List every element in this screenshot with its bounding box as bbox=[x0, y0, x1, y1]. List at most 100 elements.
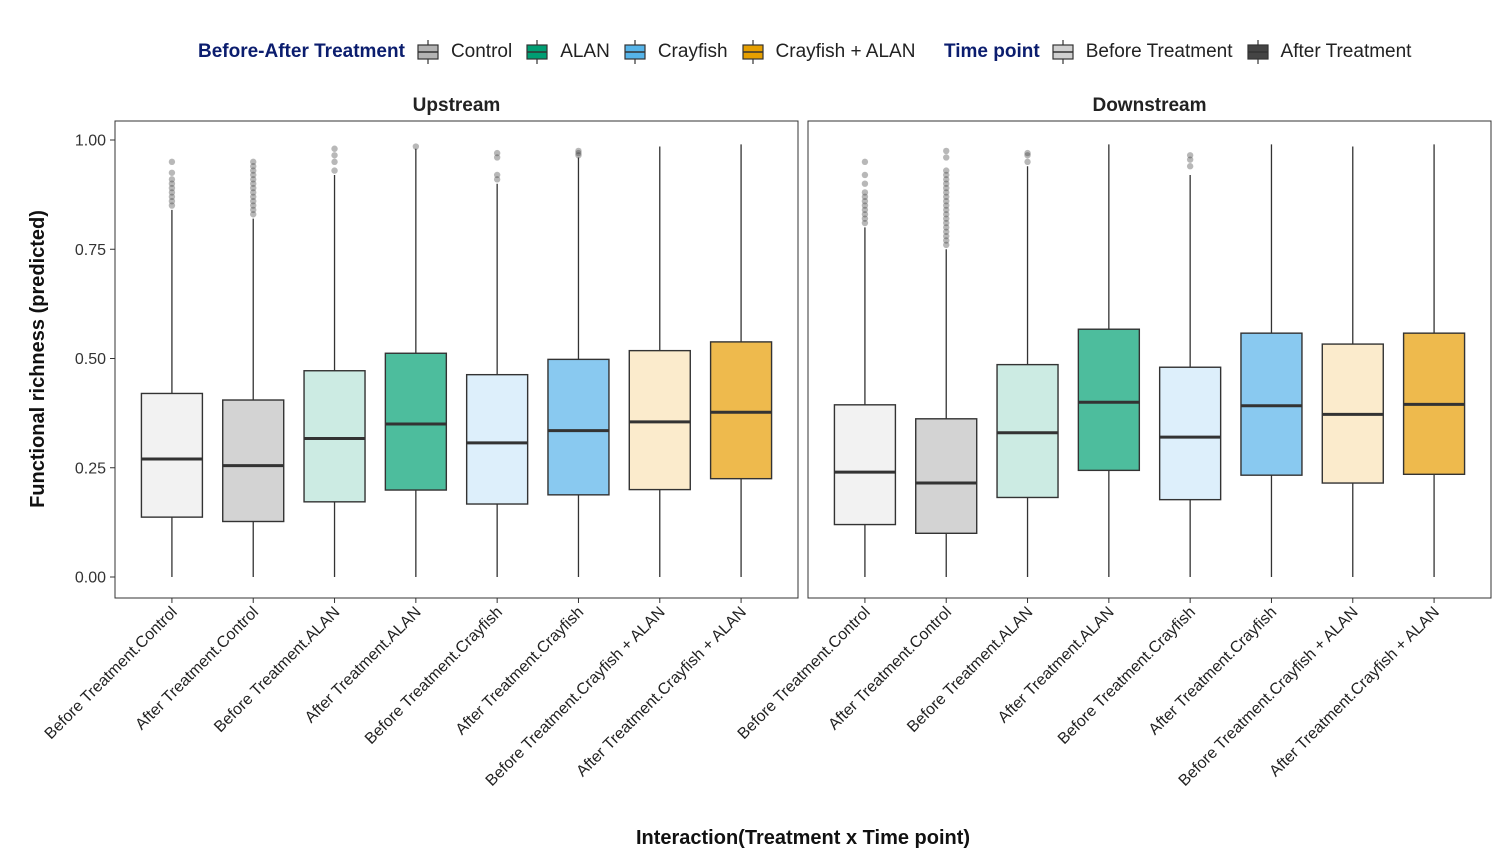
box-iqr bbox=[628, 349, 691, 491]
outlier-point bbox=[861, 193, 869, 201]
outlier-point bbox=[943, 206, 950, 214]
outlier-point bbox=[493, 171, 501, 179]
y-tick-label: 0.75 bbox=[75, 242, 106, 259]
legend-item-crayfish: Crayfish bbox=[620, 39, 728, 65]
box-iqr bbox=[384, 352, 448, 491]
outlier-point bbox=[861, 189, 869, 196]
outlier-point bbox=[943, 193, 950, 201]
outlier-point bbox=[943, 189, 950, 196]
x-tick-label: Before Treatment.Crayfish + ALAN bbox=[483, 604, 669, 790]
box-4 bbox=[1077, 144, 1141, 577]
outlier-point bbox=[331, 158, 338, 166]
outlier-point bbox=[1024, 152, 1031, 159]
outlier-point bbox=[575, 149, 582, 157]
x-tick-label: Before Treatment.Crayfish + ALAN bbox=[1176, 604, 1362, 790]
box-iqr bbox=[465, 373, 529, 505]
legend-key-crayfish bbox=[620, 39, 650, 65]
outlier-point bbox=[861, 171, 869, 179]
legend-label-alan: ALAN bbox=[560, 41, 610, 62]
outlier-point bbox=[943, 211, 950, 218]
box-3 bbox=[996, 149, 1059, 577]
box-7 bbox=[1321, 146, 1384, 577]
legend-key-crayfish-alan-glyph bbox=[741, 40, 764, 64]
outlier-point bbox=[861, 206, 869, 214]
outlier-point bbox=[861, 202, 869, 209]
box-2 bbox=[222, 158, 285, 577]
outlier-point bbox=[575, 152, 582, 159]
legend-label-before: Before Treatment bbox=[1085, 41, 1233, 62]
legend-key-before-glyph bbox=[1052, 40, 1074, 64]
legend-item-crayfish-alan: Crayfish + ALAN bbox=[738, 39, 915, 65]
outlier-point bbox=[331, 145, 338, 152]
outlier-point bbox=[493, 176, 501, 183]
legend-item-before: Before Treatment bbox=[1048, 39, 1233, 65]
panel-downstream: Downstream Before Treatment.Control After … bbox=[735, 95, 1492, 790]
box-iqr bbox=[1158, 366, 1222, 501]
panel-title-upstream: Upstream bbox=[413, 95, 501, 116]
box-4 bbox=[384, 143, 448, 577]
box-iqr bbox=[996, 363, 1059, 499]
outlier-point bbox=[943, 237, 950, 244]
y-axis-title: Functional richness (predicted) bbox=[27, 210, 49, 508]
box-iqr bbox=[1240, 332, 1303, 476]
legend-item-alan: ALAN bbox=[522, 39, 610, 65]
box-3 bbox=[303, 145, 366, 577]
outlier-point bbox=[1024, 149, 1031, 157]
outlier-point bbox=[861, 197, 869, 205]
panels: Upstream 0.00 0.25 0.50 0.75 1.00 Before Treat… bbox=[42, 95, 1492, 790]
outlier-point bbox=[250, 189, 257, 196]
outlier-point bbox=[1186, 152, 1194, 159]
outlier-point bbox=[943, 219, 950, 227]
outlier-point bbox=[943, 241, 950, 249]
outlier-point bbox=[1024, 158, 1031, 166]
outlier-point bbox=[943, 232, 950, 240]
panel-border bbox=[114, 120, 799, 599]
outlier-point bbox=[861, 219, 869, 227]
outlier-point bbox=[1186, 156, 1194, 163]
outlier-point bbox=[168, 193, 176, 201]
outlier-point bbox=[575, 147, 582, 155]
outlier-point bbox=[250, 176, 257, 183]
outlier-point bbox=[168, 189, 176, 196]
panel-title-downstream: Downstream bbox=[1092, 95, 1206, 116]
box-iqr bbox=[140, 392, 204, 518]
legend-key-crayfish-glyph bbox=[624, 40, 646, 64]
legend-label-after: After Treatment bbox=[1280, 41, 1412, 62]
outlier-point bbox=[168, 197, 176, 205]
legend-key-after-glyph bbox=[1246, 40, 1269, 64]
y-tick-label: 1.00 bbox=[75, 133, 106, 150]
outlier-point bbox=[168, 176, 176, 183]
outlier-point bbox=[861, 180, 869, 187]
box-iqr bbox=[547, 358, 610, 496]
y-tick-label: 0.25 bbox=[75, 460, 106, 477]
x-tick-label: Before Treatment.Control bbox=[42, 604, 181, 743]
y-tick-label: 0.50 bbox=[75, 351, 106, 368]
outlier-point bbox=[250, 167, 257, 174]
legend-key-alan bbox=[522, 39, 552, 65]
box-5 bbox=[465, 149, 529, 577]
y-tick-label: 0.00 bbox=[75, 570, 106, 587]
box-1 bbox=[833, 158, 897, 577]
outlier-point bbox=[168, 158, 176, 166]
outlier-point bbox=[943, 215, 950, 222]
outlier-point bbox=[943, 224, 950, 231]
outlier-point bbox=[331, 167, 338, 174]
outlier-point bbox=[168, 202, 176, 209]
outlier-point bbox=[493, 149, 501, 157]
outlier-point bbox=[250, 158, 257, 166]
box-6 bbox=[1240, 144, 1303, 577]
outlier-point bbox=[861, 211, 869, 218]
outlier-point bbox=[943, 171, 950, 179]
legend-key-control-glyph bbox=[417, 40, 439, 64]
box-8 bbox=[1402, 144, 1466, 577]
outlier-point bbox=[1186, 163, 1194, 170]
outlier-point bbox=[412, 143, 420, 150]
legend-key-before bbox=[1048, 39, 1078, 65]
outlier-point bbox=[943, 147, 950, 155]
outlier-point bbox=[250, 180, 257, 187]
outlier-point bbox=[168, 169, 176, 176]
box-1 bbox=[140, 158, 204, 577]
legend-treatment-title: Before-After Treatment bbox=[198, 41, 405, 62]
outlier-point bbox=[250, 184, 257, 192]
